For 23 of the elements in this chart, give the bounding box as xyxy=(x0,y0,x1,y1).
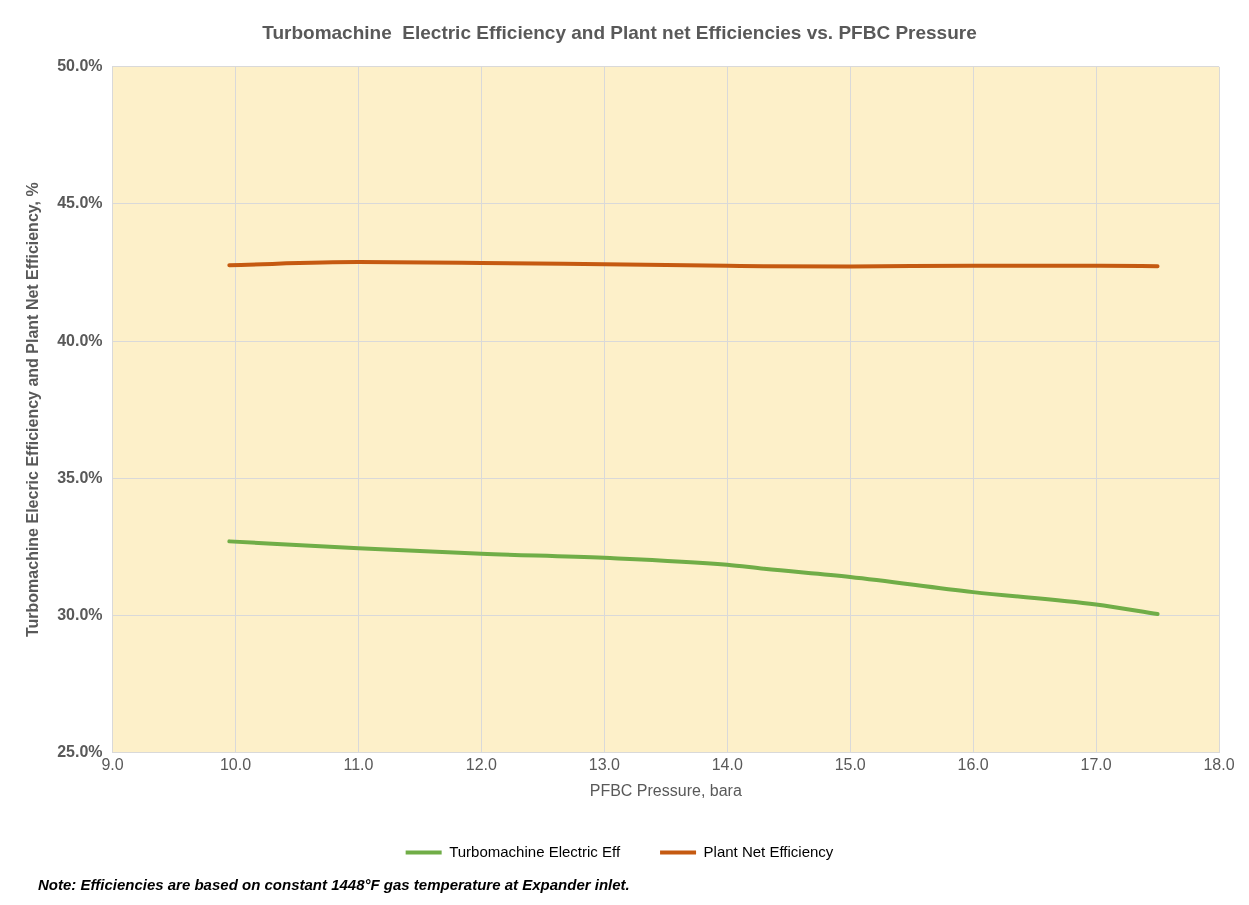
legend-label: Turbomachine Electric Eff xyxy=(449,842,621,860)
y-tick-label: 50.0% xyxy=(57,57,103,75)
x-tick-label: 15.0 xyxy=(834,755,866,773)
y-tick-label: 40.0% xyxy=(57,331,103,349)
text: Note: Efficiencies are based on constant 1448°F gas temperature at Expander inlet. xyxy=(38,876,630,893)
chart-title: Turbomachine Electric Efficiency and Plant net Efficiencies vs. PFBC Pressure xyxy=(262,21,977,43)
y-tick-label: 45.0% xyxy=(57,194,103,212)
y-tick-label: 30.0% xyxy=(57,605,103,623)
x-tick-label: 11.0 xyxy=(343,755,374,773)
x-tick-label: 14.0 xyxy=(711,755,743,773)
x-tick-label: 10.0 xyxy=(219,755,252,773)
line-series xyxy=(227,539,1160,617)
x-tick-label: 17.0 xyxy=(1080,755,1112,773)
x-tick-label: 9.0 xyxy=(101,755,124,773)
x-tick-label: 12.0 xyxy=(465,755,498,773)
y-tick-label: 35.0% xyxy=(57,468,103,486)
legend-label: Plant Net Efficiency xyxy=(703,842,834,860)
y-tick-label: 25.0% xyxy=(57,743,103,761)
x-axis-title: PFBC Pressure, bara xyxy=(589,781,742,799)
x-tick-label: 16.0 xyxy=(957,755,989,773)
x-tick-label: 18.0 xyxy=(1203,755,1235,773)
y-axis-title: Turbomachine Elecric Efficiency and Plant Net Efficiency, % xyxy=(24,182,42,638)
x-tick-label: 13.0 xyxy=(588,755,620,773)
